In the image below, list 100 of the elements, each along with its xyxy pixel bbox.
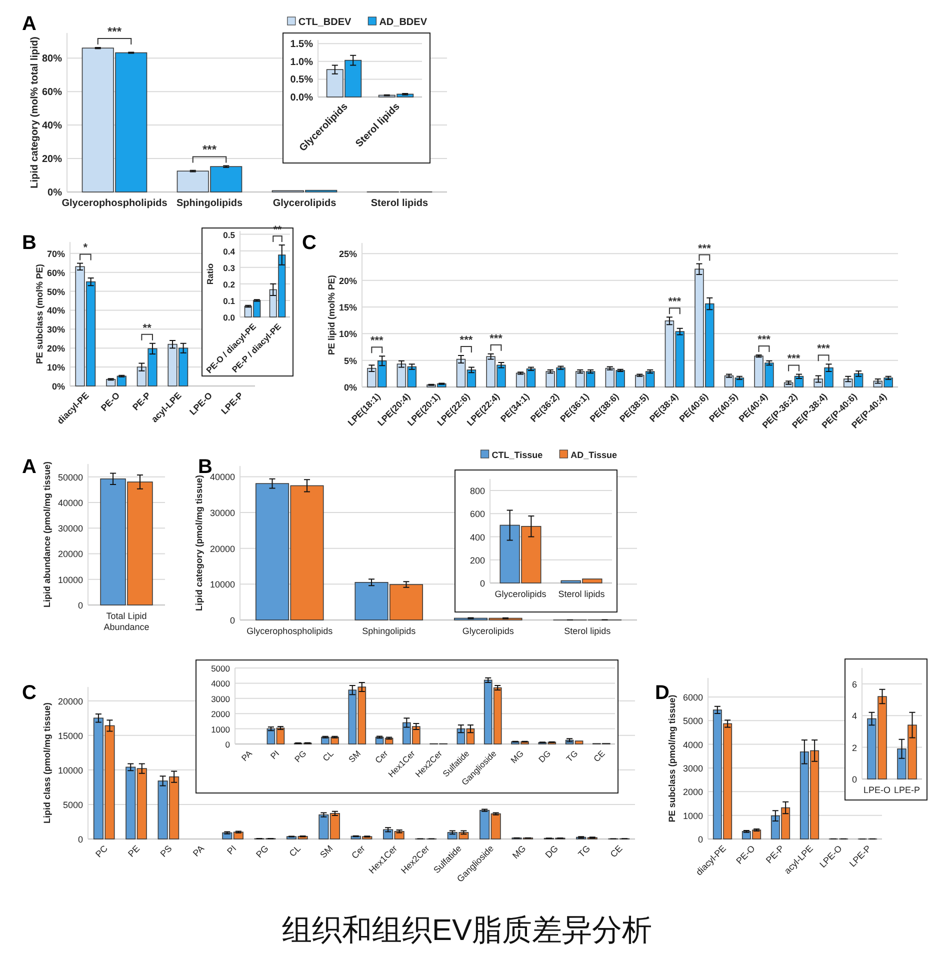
y-axis-title: PE subclass (pmol/mg tissue): [667, 694, 678, 822]
x-tick-label: CL: [287, 843, 303, 859]
y-tick-label: 15000: [58, 730, 83, 741]
y-tick-label: 20000: [210, 544, 235, 554]
x-tick-label: DG: [536, 748, 553, 764]
y-tick-label: 0: [852, 774, 857, 784]
annotation: ***: [668, 296, 682, 308]
annotation: **: [142, 322, 152, 334]
annotation: ***: [107, 24, 122, 39]
y-tick-label: 0.0%: [290, 92, 314, 104]
y-tick-label: 5000: [682, 716, 703, 726]
y-axis-title: Lipid abundance (pmol/mg tissue): [42, 461, 52, 608]
y-tick-label: 80%: [42, 54, 62, 65]
annotation: **: [273, 224, 282, 236]
y-tick-label: 10000: [58, 574, 83, 585]
chart-title: C: [22, 682, 36, 704]
x-tick-label: Glycerolipids: [462, 626, 514, 636]
y-tick-label: 60%: [46, 268, 65, 278]
y-tick-label: 0.5%: [290, 74, 314, 86]
y-tick-label: 800: [470, 486, 485, 496]
y-tick-label: 6: [852, 679, 857, 690]
x-tick-label: TG: [564, 748, 580, 764]
annotation: ***: [698, 242, 712, 255]
y-tick-label: 0%: [344, 382, 357, 392]
y-axis-title: Ratio: [205, 263, 216, 285]
annotation: ***: [202, 142, 217, 157]
x-tick-label: PI: [268, 748, 282, 762]
annotation: ***: [460, 334, 474, 347]
y-tick-label: 50000: [58, 472, 83, 482]
y-tick-label: 40000: [210, 472, 235, 482]
x-tick-label: MG: [510, 843, 528, 861]
y-tick-label: 20%: [42, 154, 62, 166]
x-tick-label: Glycerolipids: [494, 589, 547, 599]
x-tick-label: PG: [254, 843, 270, 860]
x-tick-label: PG: [292, 748, 308, 764]
y-tick-label: 5000: [211, 664, 230, 674]
legend-label: CTL_Tissue: [492, 450, 543, 460]
y-tick-label: 60%: [42, 87, 62, 98]
y-tick-label: 30%: [46, 324, 65, 335]
x-tick-label: PS: [158, 843, 174, 859]
x-tick-label: Cer: [372, 748, 390, 766]
annotation: ***: [787, 353, 801, 366]
y-tick-label: 10%: [46, 362, 65, 373]
y-tick-label: 20000: [58, 696, 83, 706]
x-tick-label: TG: [576, 843, 592, 860]
y-tick-label: 2: [852, 742, 857, 753]
y-tick-label: 0: [78, 834, 83, 844]
annotation: ***: [758, 334, 772, 346]
annotation: ***: [817, 343, 831, 356]
y-tick-label: 1000: [211, 724, 230, 734]
y-axis-title: Lipid category (pmol/mg tissue): [194, 474, 204, 612]
x-tick-label: Glycerolipids: [272, 198, 337, 209]
x-tick-label: Sterol lipids: [564, 626, 612, 636]
annotation: ***: [490, 332, 504, 345]
y-axis-title: PE lipid (mol% PE): [326, 274, 336, 356]
x-tick-label: CE: [591, 748, 608, 764]
y-tick-label: 600: [470, 509, 485, 520]
y-tick-label: 200: [470, 555, 485, 566]
y-tick-label: 3000: [682, 763, 703, 774]
x-tick-label: CE: [608, 843, 624, 860]
y-tick-label: 5%: [344, 356, 357, 366]
y-tick-label: 10000: [58, 765, 83, 776]
y-tick-label: 0.2: [223, 279, 236, 290]
y-tick-label: 0.1: [223, 296, 236, 306]
y-tick-label: 6000: [682, 692, 703, 702]
y-tick-label: 30000: [210, 508, 235, 518]
y-tick-label: 15%: [338, 302, 357, 312]
x-tick-label: PA: [190, 843, 206, 858]
y-tick-label: 0: [230, 616, 235, 626]
y-tick-label: 0: [78, 600, 83, 610]
y-tick-label: 0%: [48, 188, 62, 198]
x-tick-label: LPE-P: [894, 785, 920, 795]
x-tick-label: DG: [543, 843, 560, 860]
y-axis-title: PE subclass (mol% PE): [34, 264, 44, 364]
y-tick-label: 3000: [211, 694, 230, 704]
x-tick-label: SM: [346, 748, 363, 764]
y-tick-label: 4000: [211, 678, 230, 689]
y-tick-label: 20%: [338, 276, 357, 286]
y-tick-label: 0.3: [223, 262, 236, 273]
x-tick-label: Total Lipid Abundance: [104, 611, 150, 632]
text: 组织和组织EV脂质差异分析: [282, 914, 652, 947]
y-tick-label: 4: [852, 711, 857, 722]
y-tick-label: 10000: [210, 580, 235, 590]
legend-label: CTL_BDEV: [298, 17, 352, 28]
x-tick-label: Glycerophospholipids: [246, 626, 334, 636]
annotation: ***: [370, 335, 384, 348]
x-tick-label: CL: [320, 748, 336, 764]
x-tick-label: PC: [94, 843, 110, 860]
x-tick-label: MG: [508, 748, 526, 766]
x-tick-label: Sphingolipids: [362, 626, 416, 636]
chart-title: D: [655, 682, 670, 704]
y-tick-label: 0.4: [223, 246, 236, 256]
x-tick-label: Glycerophospholipids: [62, 198, 168, 209]
x-tick-label: PI: [225, 843, 238, 856]
y-tick-label: 2000: [682, 787, 703, 798]
x-tick-label: Cer: [350, 843, 367, 861]
y-tick-label: 0: [480, 578, 485, 588]
y-tick-label: 400: [470, 532, 485, 542]
y-tick-label: 1.5%: [290, 39, 314, 50]
y-tick-label: 0: [225, 740, 230, 750]
